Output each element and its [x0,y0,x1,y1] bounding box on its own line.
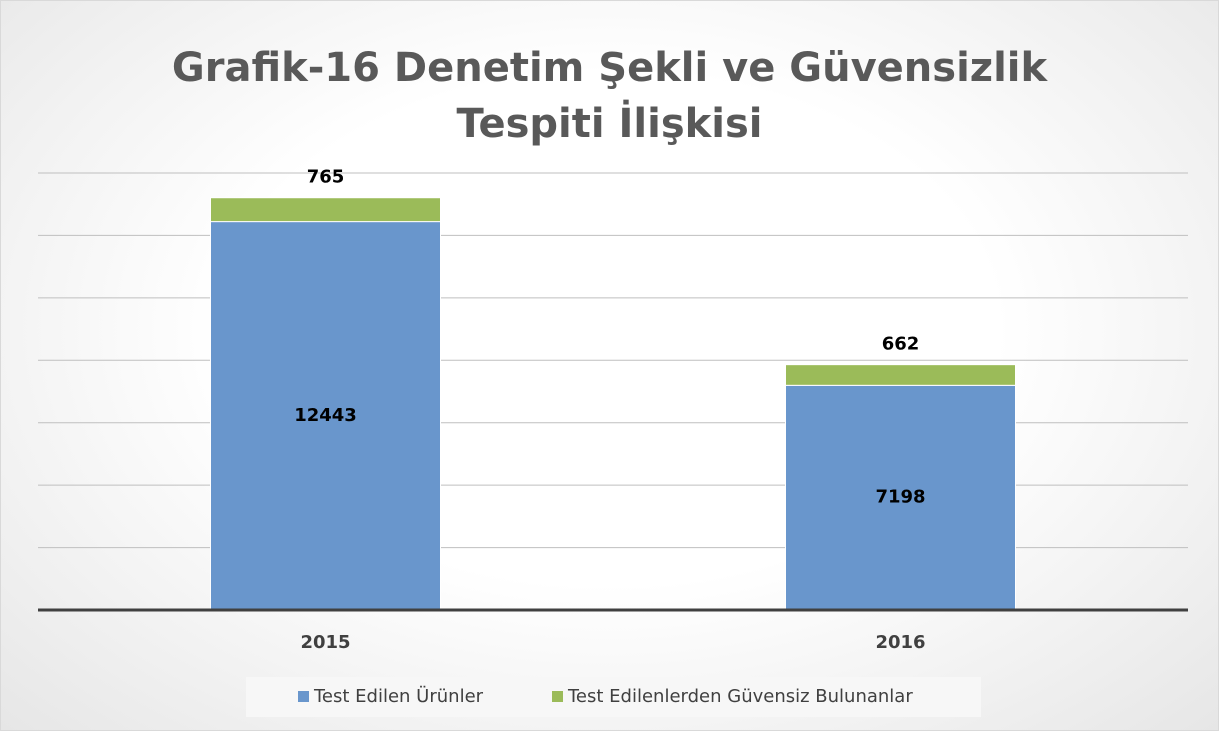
x-tick-label: 2015 [300,632,350,653]
legend-swatch [298,691,309,702]
data-label: 765 [307,167,345,188]
legend-label: Test Edilenlerden Güvensiz Bulunanlar [567,686,913,707]
legend-swatch [552,691,563,702]
data-label: 662 [882,334,920,355]
legend-label: Test Edilen Ürünler [313,685,484,707]
bar-segment [785,384,1016,611]
bar-segment [785,364,1016,386]
data-label: 12443 [294,405,357,426]
chart-title: Grafik-16 Denetim Şekli ve Güvensizlik T… [171,45,1048,147]
data-label: 7198 [875,487,925,508]
bar-segment [210,221,441,611]
legend-box [246,677,981,717]
x-tick-label: 2016 [875,632,925,653]
bar-segment [210,197,441,223]
